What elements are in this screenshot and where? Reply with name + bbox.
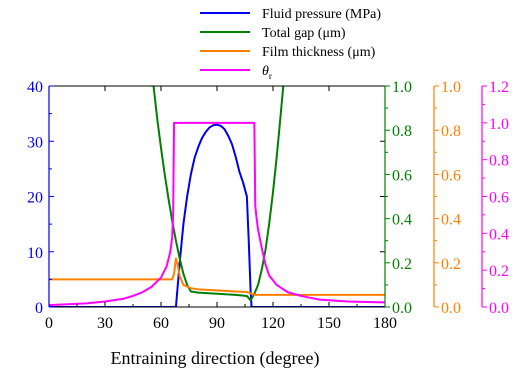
plot-area xyxy=(49,86,385,307)
y-tick-label-pressure: 20 xyxy=(27,190,43,207)
y-tick-label-film: 0.4 xyxy=(441,212,461,229)
x-tick-label: 90 xyxy=(209,315,225,332)
y-tick-label-film: 1.0 xyxy=(441,79,461,96)
legend-label: Film thickness (μm) xyxy=(262,45,376,60)
y-tick-label-film: 0.6 xyxy=(441,167,461,184)
y-tick-label-theta: 0.0 xyxy=(489,300,509,317)
y-tick-label-pressure: 30 xyxy=(27,134,43,151)
y-tick-label-theta: 0.6 xyxy=(489,190,509,207)
y-tick-label-pressure: 10 xyxy=(27,245,43,262)
series-line-theta xyxy=(49,121,385,307)
y-tick-label-film: 0.0 xyxy=(441,300,461,317)
legend-label-main: θ xyxy=(262,64,269,79)
legend-label: Fluid pressure (MPa) xyxy=(262,7,381,22)
legend: Fluid pressure (MPa) Total gap (μm) Film t… xyxy=(200,7,381,81)
y-tick-label-gap: 0.2 xyxy=(392,256,412,273)
x-axis-label: Entraining direction (degree) xyxy=(111,348,320,369)
axes: 0 30 60 90 120 150 180 0 10 20 30 40 0.0 0.2 0.4 0.6 0.8… xyxy=(27,79,509,332)
y-tick-label-theta: 0.4 xyxy=(489,226,509,243)
y-tick-label-theta: 1.2 xyxy=(489,79,509,96)
y-tick-label-film: 0.8 xyxy=(441,123,461,140)
x-tick-label: 150 xyxy=(317,315,341,332)
x-tick-label: 30 xyxy=(97,315,113,332)
x-tick-label: 60 xyxy=(153,315,169,332)
series-line-film xyxy=(49,257,385,296)
series-group xyxy=(49,86,385,307)
y-tick-label-theta: 1.0 xyxy=(489,116,509,133)
x-tick-label: 0 xyxy=(45,315,53,332)
y-tick-label-pressure: 40 xyxy=(27,79,43,96)
y-tick-label-gap: 0.0 xyxy=(392,300,412,317)
x-tick-label: 180 xyxy=(373,315,397,332)
y-tick-label-gap: 0.6 xyxy=(392,167,412,184)
x-tick-label: 120 xyxy=(261,315,285,332)
y-tick-label-pressure: 0 xyxy=(35,300,43,317)
y-tick-label-film: 0.2 xyxy=(441,256,461,273)
legend-label-sub: r xyxy=(269,71,272,81)
y-tick-label-theta: 0.2 xyxy=(489,263,509,280)
legend-label: Total gap (μm) xyxy=(262,26,346,41)
y-tick-label-gap: 1.0 xyxy=(392,79,412,96)
y-tick-label-theta: 0.8 xyxy=(489,153,509,170)
y-tick-label-gap: 0.4 xyxy=(392,212,412,229)
series-line-gap xyxy=(152,86,285,302)
y-tick-label-gap: 0.8 xyxy=(392,123,412,140)
series-line-pressure xyxy=(49,123,385,307)
legend-label: θr xyxy=(262,64,272,81)
